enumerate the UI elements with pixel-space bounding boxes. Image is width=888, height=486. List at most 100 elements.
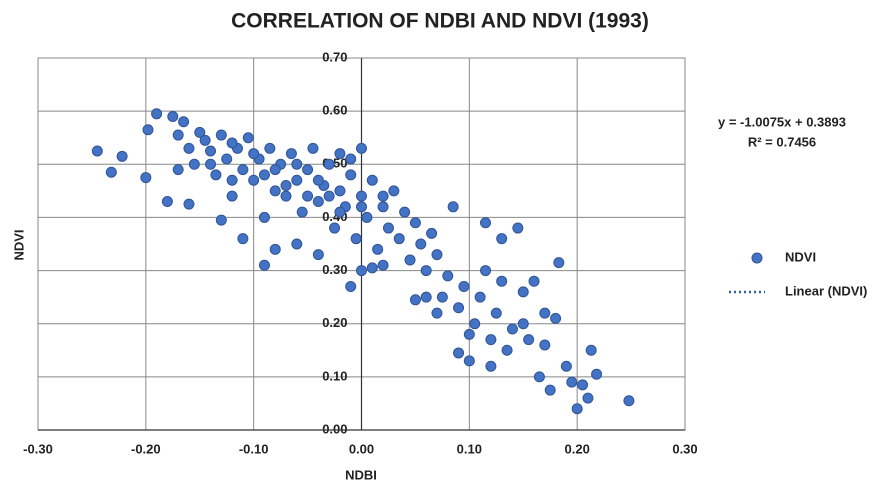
point [553, 257, 565, 269]
point [334, 185, 346, 197]
point [258, 259, 270, 271]
point [431, 249, 443, 261]
point [248, 148, 260, 160]
legend-label: Linear (NDVI) [785, 283, 867, 298]
point [291, 158, 303, 170]
point [199, 134, 211, 146]
point [377, 259, 389, 271]
point [226, 190, 238, 202]
point [623, 395, 635, 407]
point [291, 238, 303, 250]
point [420, 291, 432, 303]
point [393, 233, 405, 245]
point [474, 291, 486, 303]
point [140, 172, 152, 184]
point [469, 318, 481, 330]
point [258, 211, 270, 223]
point [183, 142, 195, 154]
x-tick-label: 0.10 [457, 441, 482, 456]
trend-equation: y = -1.0075x + 0.3893 [718, 114, 846, 129]
point [442, 270, 454, 282]
point [447, 201, 459, 213]
point [105, 166, 117, 178]
point [539, 339, 551, 351]
point [356, 190, 367, 202]
point [366, 262, 378, 274]
x-tick-label: -0.10 [239, 441, 269, 456]
point [161, 195, 173, 207]
point [480, 217, 492, 229]
x-tick-label: -0.30 [23, 441, 53, 456]
point [248, 174, 260, 186]
point [280, 190, 292, 202]
point [501, 344, 513, 356]
point [269, 243, 281, 255]
point [345, 281, 357, 293]
point [463, 355, 475, 367]
point [377, 190, 389, 202]
point [91, 145, 103, 157]
point [296, 206, 308, 218]
point [172, 129, 184, 141]
point [560, 360, 572, 372]
point [183, 198, 195, 210]
point [142, 124, 154, 136]
point [269, 164, 281, 176]
point [350, 233, 362, 245]
point [539, 307, 551, 319]
point [431, 307, 443, 319]
point [533, 371, 545, 383]
point [226, 174, 238, 186]
point [258, 169, 270, 181]
point [356, 265, 367, 277]
point [210, 169, 222, 181]
point [420, 265, 432, 277]
point [458, 281, 470, 293]
point [280, 180, 292, 192]
point [178, 116, 190, 128]
point [512, 222, 524, 234]
point [329, 222, 341, 234]
point [264, 142, 276, 154]
point [566, 376, 578, 388]
point [167, 110, 179, 122]
point [285, 148, 297, 160]
point [172, 164, 184, 176]
trend-r-squared: R² = 0.7456 [748, 134, 816, 149]
point [485, 360, 497, 372]
legend-label: NDVI [785, 249, 816, 264]
point [151, 108, 163, 120]
point [436, 291, 448, 303]
point [269, 185, 281, 197]
point [334, 206, 346, 218]
point [323, 190, 335, 202]
point [194, 126, 206, 138]
point [585, 344, 597, 356]
legend-swatch [751, 252, 763, 264]
point [409, 217, 421, 229]
x-tick-label: 0.30 [672, 441, 697, 456]
point [345, 169, 357, 181]
point [361, 211, 373, 223]
point [550, 312, 562, 324]
point [188, 158, 200, 170]
point [302, 190, 314, 202]
point [356, 142, 367, 154]
point [312, 195, 324, 207]
y-tick-label: 0.30 [322, 262, 347, 277]
point [312, 249, 324, 261]
point [215, 214, 227, 226]
point [205, 158, 217, 170]
point [307, 142, 319, 154]
point [291, 174, 303, 186]
point [517, 286, 529, 298]
point [116, 150, 128, 162]
point [426, 227, 438, 239]
point [485, 334, 497, 346]
point [382, 222, 394, 234]
point [366, 174, 378, 186]
point [463, 328, 475, 340]
point [377, 201, 389, 213]
point [480, 265, 492, 277]
point [312, 174, 324, 186]
